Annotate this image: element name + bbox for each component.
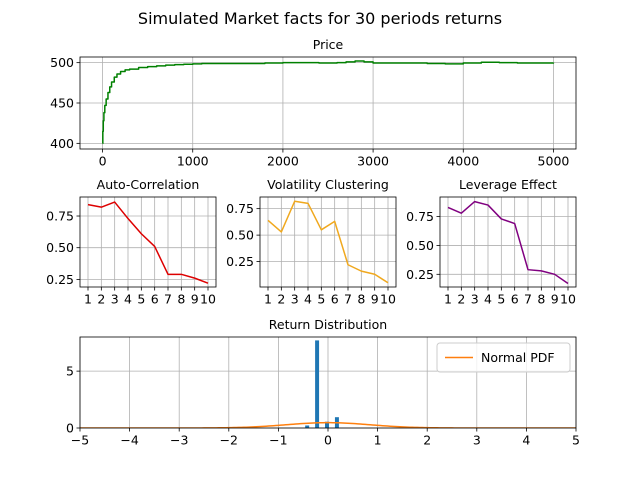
leverage-xtick-label-1: 2 (457, 292, 465, 307)
volatility-plot-area (267, 200, 389, 284)
returns-chart: Return Distribution Normal PDF −5 −4 −3 −2 −1 0… (66, 317, 580, 448)
autocorrelation-xtick-label-6: 7 (164, 292, 172, 307)
price-xtick-label-3: 3000 (357, 154, 389, 169)
volatility-xtick-label-4: 5 (317, 292, 325, 307)
returns-plot-area (80, 340, 576, 428)
leverage-xtick-label-5: 6 (511, 292, 519, 307)
autocorrelation-xtick-label-2: 3 (111, 292, 119, 307)
return-bin-0 (305, 425, 310, 428)
returns-ytick-label-1: 5 (66, 364, 74, 379)
leverage-xtick-label-2: 3 (471, 292, 479, 307)
price-chart: Price 0 1000 2000 3000 4000 5000 400 450 500 (50, 37, 577, 169)
volatility-xtick-label-1: 2 (277, 292, 285, 307)
volatility-series-line (267, 200, 389, 284)
volatility-xtick-label-9: 10 (380, 292, 396, 307)
autocorrelation-xtick-label-7: 8 (177, 292, 185, 307)
autocorrelation-xtick-label-1: 2 (97, 292, 105, 307)
leverage-xtick-label-8: 9 (551, 292, 559, 307)
leverage-chart: Leverage Effect 1 2 3 4 5 6 7 8 9 10 0.25 0.50 0.75 (406, 177, 577, 307)
volatility-xtick-label-5: 6 (331, 292, 339, 307)
leverage-series-line (447, 200, 569, 285)
volatility-title: Volatility Clustering (267, 177, 389, 192)
returns-xtick-label-9: 4 (522, 433, 530, 448)
leverage-ytick-label-0: 0.25 (406, 267, 434, 282)
returns-xtick-label-0: −5 (71, 433, 89, 448)
return-bin-1 (315, 340, 320, 428)
price-xtick-label-4: 4000 (447, 154, 479, 169)
returns-xtick-label-10: 5 (572, 433, 580, 448)
returns-xtick-label-3: −2 (220, 433, 238, 448)
returns-xtick-label-6: 1 (374, 433, 382, 448)
autocorrelation-xtick-label-8: 9 (191, 292, 199, 307)
legend-box (436, 342, 571, 373)
autocorrelation-xtick-label-5: 6 (151, 292, 159, 307)
volatility-xtick-label-8: 9 (371, 292, 379, 307)
price-series-line (102, 60, 555, 145)
figure-title: Simulated Market facts for 30 periods re… (138, 9, 502, 28)
price-ytick-label-1: 450 (50, 96, 74, 111)
leverage-xtick-label-9: 10 (560, 292, 576, 307)
volatility-xtick-label-2: 3 (291, 292, 299, 307)
volatility-ytick-label-1: 0.50 (226, 228, 254, 243)
returns-ytick-label-0: 0 (66, 421, 74, 436)
autocorrelation-frame (79, 196, 217, 288)
autocorrelation-xtick-label-0: 1 (84, 292, 92, 307)
returns-xtick-label-2: −3 (170, 433, 188, 448)
leverage-xtick-label-4: 5 (497, 292, 505, 307)
returns-legend: Normal PDF (436, 342, 571, 373)
autocorrelation-xtick-label-3: 4 (124, 292, 132, 307)
price-xtick-label-2: 2000 (267, 154, 299, 169)
volatility-ytick-label-0: 0.25 (226, 254, 254, 269)
price-xtick-label-0: 0 (99, 154, 107, 169)
autocorrelation-title: Auto-Correlation (97, 177, 200, 192)
returns-xtick-label-8: 3 (473, 433, 481, 448)
volatility-xtick-label-3: 4 (304, 292, 312, 307)
leverage-ytick-label-1: 0.50 (406, 238, 434, 253)
autocorrelation-ytick-label-2: 0.75 (46, 209, 74, 224)
volatility-chart: Volatility Clustering 1 2 3 4 5 6 7 8 9 10 0.25 0.50… (226, 177, 397, 307)
price-title: Price (313, 37, 344, 52)
returns-xtick-label-4: −1 (269, 433, 287, 448)
volatility-xtick-label-0: 1 (264, 292, 272, 307)
return-bin-2 (325, 421, 329, 428)
leverage-ytick-label-2: 0.75 (406, 209, 434, 224)
leverage-frame (439, 196, 577, 288)
autocorrelation-plot-area (87, 201, 209, 284)
autocorrelation-xtick-label-9: 10 (200, 292, 216, 307)
returns-xtick-label-1: −4 (120, 433, 138, 448)
leverage-xtick-label-6: 7 (524, 292, 532, 307)
autocorrelation-xtick-label-4: 5 (137, 292, 145, 307)
volatility-xtick-label-6: 7 (344, 292, 352, 307)
leverage-xtick-label-3: 4 (484, 292, 492, 307)
price-ytick-label-2: 500 (50, 55, 74, 70)
autocorrelation-series-line (87, 201, 209, 284)
price-xtick-label-5: 5000 (538, 154, 570, 169)
leverage-title: Leverage Effect (459, 177, 557, 192)
returns-title: Return Distribution (269, 317, 387, 332)
leverage-xtick-label-7: 8 (537, 292, 545, 307)
price-ytick-label-0: 400 (50, 136, 74, 151)
returns-xtick-label-7: 2 (423, 433, 431, 448)
autocorrelation-ytick-label-1: 0.50 (46, 240, 74, 255)
returns-xtick-label-5: 0 (324, 433, 332, 448)
volatility-xtick-label-7: 8 (357, 292, 365, 307)
leverage-xtick-label-0: 1 (444, 292, 452, 307)
autocorrelation-chart: Auto-Correlation 1 2 3 4 5 6 7 8 9 10 0.25 0.50 0.75 (46, 177, 217, 307)
price-xtick-label-1: 1000 (177, 154, 209, 169)
leverage-plot-area (447, 200, 569, 285)
price-plot-area (102, 60, 555, 145)
autocorrelation-ytick-label-0: 0.25 (46, 272, 74, 287)
legend-label-normal-pdf: Normal PDF (481, 350, 555, 365)
volatility-frame (259, 196, 397, 288)
volatility-ytick-label-2: 0.75 (226, 201, 254, 216)
normal-pdf-line (80, 421, 576, 428)
